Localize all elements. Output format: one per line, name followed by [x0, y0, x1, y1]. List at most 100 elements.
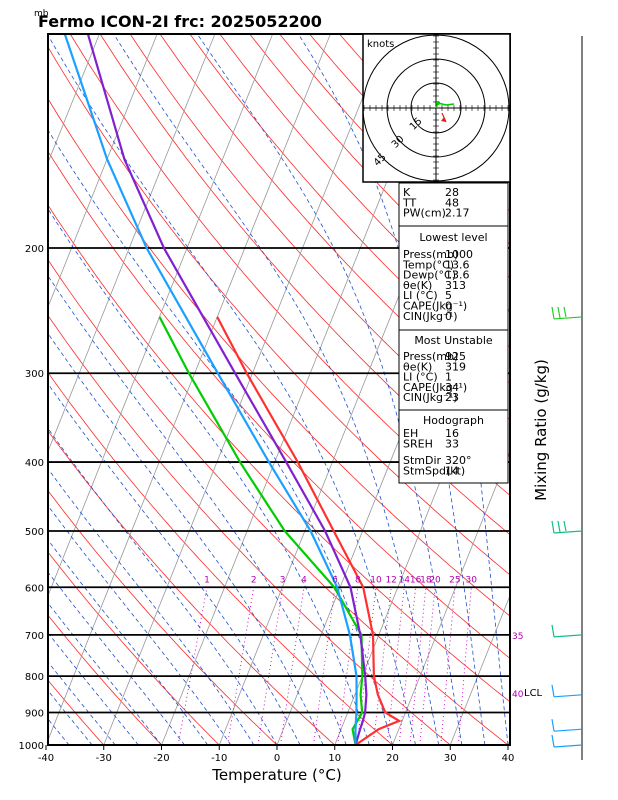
isotherm — [103, 34, 389, 745]
mixing-ratio-label: 4 — [301, 575, 307, 585]
dry-adiabat — [48, 430, 336, 745]
wind-barb-4 — [553, 530, 583, 534]
mixing-ratio-line — [177, 587, 208, 745]
stats-storm-value: 320° — [445, 454, 472, 467]
y-tick-label: 300 — [25, 369, 44, 380]
mixing-ratio-label: 6 — [332, 575, 338, 585]
wind-barbs — [551, 36, 583, 760]
profile-line-0 — [216, 316, 402, 745]
wind-barb-2 — [553, 694, 583, 698]
chart-title: Fermo ICON-2I frc: 2025052200 — [38, 12, 322, 31]
mixing-ratio-line — [398, 587, 417, 745]
isotherm — [48, 34, 100, 164]
annotation-35: 35 — [512, 632, 523, 642]
moist-adiabat — [48, 332, 324, 745]
stats-box — [398, 225, 509, 331]
stats-header: Most Unstable — [414, 334, 493, 347]
wind-barb-flag — [551, 734, 555, 748]
plot-frame — [47, 33, 511, 746]
wind-barb-flag — [551, 684, 555, 697]
isotherm — [48, 34, 274, 597]
stats-summary-label: PW(cm) — [403, 207, 446, 220]
stats-box — [398, 329, 509, 411]
wind-barb-flag — [551, 520, 555, 534]
isotherm — [48, 34, 216, 453]
stats-header: Lowest level — [419, 231, 487, 244]
annotations: 35 40 LCL — [512, 632, 543, 700]
dry-adiabat — [99, 34, 510, 496]
stats-unstable-label: Press(mb) — [403, 350, 458, 363]
x-tick-label: -30 — [96, 753, 112, 764]
mixing-ratio-line — [226, 587, 255, 745]
stats-hodo-value: 33 — [445, 437, 459, 450]
y-tick-label: 900 — [25, 708, 44, 719]
mixing-ratio-line — [280, 587, 305, 745]
profile-line-3 — [63, 34, 358, 745]
stats-lowest-label: CAPE(Jkg⁻¹) — [403, 300, 467, 313]
x-tick-label: 40 — [502, 753, 515, 764]
moist-adiabat — [48, 602, 162, 745]
mixing-ratio-line — [257, 587, 284, 745]
mixing-ratio-label: 14 — [398, 575, 410, 585]
stats-storm-label: StmSpd(kt) — [403, 464, 465, 477]
isotherm — [392, 450, 510, 745]
moist-adiabat — [48, 539, 209, 745]
dry-adiabat — [48, 551, 220, 745]
mixing-ratio-label: 2 — [251, 575, 257, 585]
stats-lowest-label: θe(K) — [403, 279, 432, 292]
stats-lowest-label: CIN(Jkg⁻¹) — [403, 310, 458, 323]
hodograph-trace — [435, 102, 455, 109]
moist-adiabat — [48, 34, 416, 745]
y-tick-label: 1000 — [19, 741, 44, 752]
mixing-ratio-line — [372, 587, 392, 745]
dry-adiabat — [48, 204, 510, 703]
y-tick-label: 400 — [25, 458, 44, 469]
moist-adiabat — [48, 129, 393, 745]
x-tick-label: -20 — [153, 753, 169, 764]
stats-lowest-value: 0 — [445, 310, 452, 323]
wind-barb-1 — [553, 728, 583, 732]
wind-barb-5 — [553, 316, 583, 320]
dry-adiabat — [48, 98, 510, 617]
moist-adiabat — [48, 383, 301, 745]
x-tick-label: 10 — [328, 753, 341, 764]
stats-summary-label: K — [403, 186, 411, 199]
dry-adiabat — [549, 34, 618, 745]
moist-adiabat — [48, 690, 93, 745]
isotherm — [449, 594, 510, 745]
stats-hodo-value: 16 — [445, 427, 459, 440]
mixing-ratio-label: 18 — [420, 575, 432, 585]
mixing-ratio-line — [313, 587, 336, 745]
wind-barb-flag — [563, 520, 567, 532]
stats-unstable-value: 23 — [445, 391, 459, 404]
mixing-ratio-label: 12 — [385, 575, 396, 585]
stats-box — [398, 182, 509, 227]
stats-hodo-label: SREH — [403, 437, 433, 450]
dry-adiabat — [69, 34, 510, 536]
x-tick-label: -40 — [38, 753, 54, 764]
lcl-label: LCL — [524, 688, 543, 699]
dry-adiabat — [48, 150, 510, 659]
stats-lowest-value: 313 — [445, 279, 466, 292]
mixing-ratio-lines — [177, 587, 472, 745]
moist-adiabat — [48, 208, 370, 745]
mixing-ratio-label: 30 — [466, 575, 478, 585]
isotherm — [507, 738, 510, 745]
stats-unstable-label: LI (°C) — [403, 371, 438, 384]
y-tick-label: 200 — [25, 244, 44, 255]
stats-lowest-label: Dewp(°C) — [403, 269, 456, 282]
stats-storm-value: 14 — [445, 464, 459, 477]
isotherm — [48, 34, 331, 742]
y-tick-label: 800 — [25, 672, 44, 683]
stats-lowest-value: 13.6 — [445, 258, 470, 271]
wind-barb-flag — [557, 520, 561, 533]
wind-barb-flag — [551, 624, 555, 637]
mixing-ratio-label: 25 — [449, 575, 460, 585]
x-tick-label: 30 — [444, 753, 457, 764]
right-axis-title: Mixing Ratio (g/kg) — [532, 359, 550, 501]
moist-adiabat — [48, 275, 347, 745]
mixing-ratio-label: 10 — [370, 575, 382, 585]
x-tick-label: -10 — [211, 753, 227, 764]
mixing-ratio-label: 1 — [204, 575, 210, 585]
